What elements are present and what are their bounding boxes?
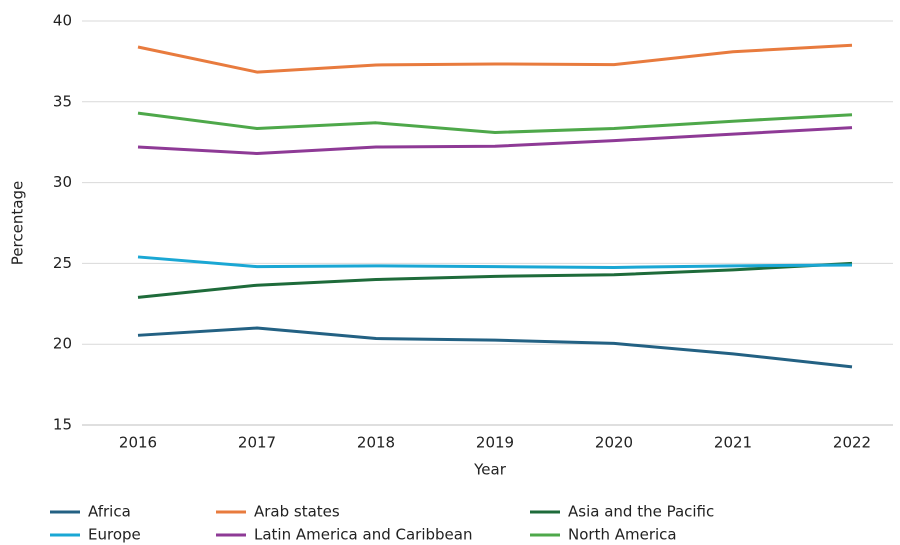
y-tick-label: 15 <box>53 416 72 434</box>
x-tick-label: 2018 <box>357 434 395 452</box>
series-line <box>137 255 853 269</box>
series-line <box>137 326 853 369</box>
series-line <box>137 111 853 135</box>
y-tick-label: 30 <box>53 173 72 191</box>
series-line <box>137 126 853 156</box>
legend-label: Arab states <box>254 503 340 521</box>
legend-label: North America <box>568 526 677 544</box>
legend-label: Asia and the Pacific <box>568 503 714 521</box>
y-tick-label: 35 <box>53 92 72 110</box>
x-tick-label: 2021 <box>714 434 752 452</box>
x-tick-label: 2017 <box>238 434 276 452</box>
x-axis-title: Year <box>473 461 507 479</box>
x-tick-label: 2022 <box>833 434 871 452</box>
legend-label: Europe <box>88 526 141 544</box>
y-tick-label: 25 <box>53 254 72 272</box>
y-tick-label: 40 <box>53 12 72 30</box>
y-axis-title: Percentage <box>9 181 27 265</box>
series-line <box>137 261 853 299</box>
x-tick-label: 2020 <box>595 434 633 452</box>
legend-label: Africa <box>88 503 131 521</box>
series-line <box>137 43 853 74</box>
x-tick-label: 2019 <box>476 434 514 452</box>
x-tick-label: 2016 <box>119 434 157 452</box>
legend-label: Latin America and Caribbean <box>254 526 472 544</box>
y-tick-label: 20 <box>53 335 72 353</box>
